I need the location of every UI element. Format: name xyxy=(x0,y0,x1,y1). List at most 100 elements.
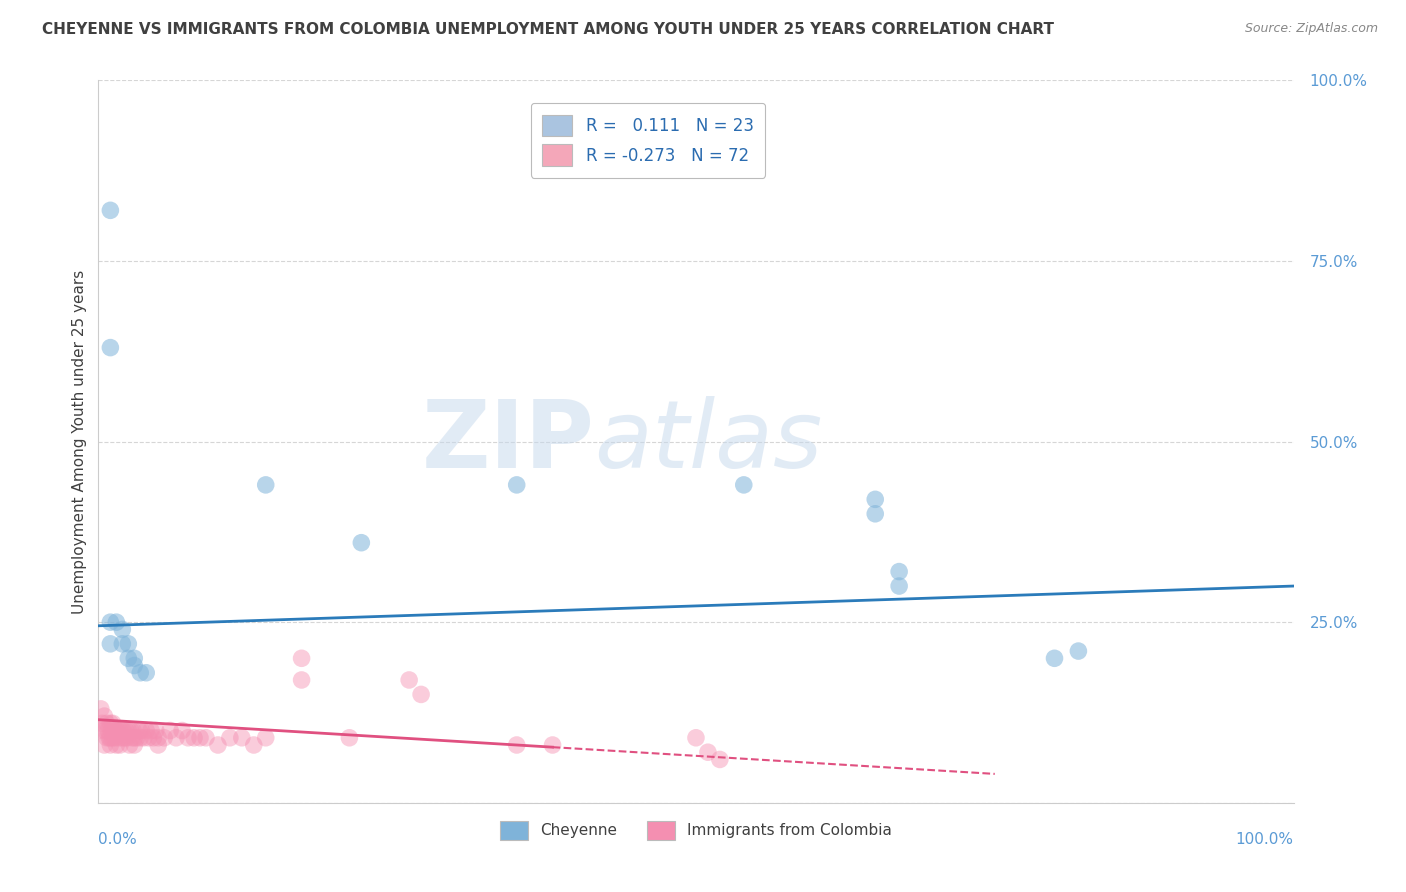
Point xyxy=(132,731,155,745)
Point xyxy=(135,665,157,680)
Point xyxy=(411,687,433,701)
Point xyxy=(697,745,720,759)
Point xyxy=(105,615,128,630)
Point xyxy=(98,615,122,630)
Point xyxy=(101,731,124,745)
Point xyxy=(145,723,167,738)
Point xyxy=(107,731,129,745)
Point xyxy=(183,731,205,745)
Point xyxy=(94,723,117,738)
Point xyxy=(98,637,122,651)
Point xyxy=(98,341,122,355)
Point xyxy=(121,731,143,745)
Point xyxy=(135,723,157,738)
Point xyxy=(118,738,141,752)
Point xyxy=(111,637,134,651)
Point xyxy=(100,723,122,738)
Point xyxy=(131,723,153,738)
Legend: Cheyenne, Immigrants from Colombia: Cheyenne, Immigrants from Colombia xyxy=(494,815,898,846)
Point xyxy=(207,738,229,752)
Point xyxy=(93,738,115,752)
Point xyxy=(243,738,266,752)
Point xyxy=(188,731,211,745)
Point xyxy=(231,731,253,745)
Text: 0.0%: 0.0% xyxy=(98,831,138,847)
Point xyxy=(138,731,160,745)
Point xyxy=(117,651,139,665)
Point xyxy=(98,716,122,731)
Y-axis label: Unemployment Among Youth under 25 years: Unemployment Among Youth under 25 years xyxy=(72,269,87,614)
Point xyxy=(98,203,122,218)
Point xyxy=(120,723,142,738)
Point xyxy=(91,716,114,731)
Text: Source: ZipAtlas.com: Source: ZipAtlas.com xyxy=(1244,22,1378,36)
Point xyxy=(254,731,277,745)
Point xyxy=(111,731,134,745)
Point xyxy=(115,723,138,738)
Point xyxy=(172,723,194,738)
Point xyxy=(108,738,131,752)
Text: atlas: atlas xyxy=(595,396,823,487)
Point xyxy=(254,478,277,492)
Point xyxy=(889,579,911,593)
Point xyxy=(142,731,165,745)
Point xyxy=(129,665,152,680)
Point xyxy=(733,478,755,492)
Point xyxy=(111,723,134,738)
Point xyxy=(139,723,162,738)
Point xyxy=(91,723,114,738)
Point xyxy=(195,731,218,745)
Point xyxy=(889,565,911,579)
Point xyxy=(148,731,170,745)
Point xyxy=(159,723,181,738)
Point xyxy=(506,478,529,492)
Point xyxy=(165,731,187,745)
Point xyxy=(541,738,564,752)
Point xyxy=(98,731,122,745)
Point xyxy=(101,716,124,731)
Point xyxy=(219,731,242,745)
Point xyxy=(108,723,131,738)
Point xyxy=(97,723,120,738)
Point xyxy=(115,731,138,745)
Point xyxy=(124,651,146,665)
Text: ZIP: ZIP xyxy=(422,395,595,488)
Point xyxy=(104,731,127,745)
Text: CHEYENNE VS IMMIGRANTS FROM COLOMBIA UNEMPLOYMENT AMONG YOUTH UNDER 25 YEARS COR: CHEYENNE VS IMMIGRANTS FROM COLOMBIA UNE… xyxy=(42,22,1054,37)
Point xyxy=(865,507,887,521)
Point xyxy=(124,731,146,745)
Point xyxy=(96,731,118,745)
Point xyxy=(93,709,115,723)
Point xyxy=(350,535,373,549)
Point xyxy=(107,723,129,738)
Point xyxy=(129,731,152,745)
Point xyxy=(111,623,134,637)
Point xyxy=(291,673,314,687)
Text: 100.0%: 100.0% xyxy=(1236,831,1294,847)
Point xyxy=(98,731,121,745)
Point xyxy=(96,716,118,731)
Point xyxy=(398,673,420,687)
Point xyxy=(122,723,145,738)
Point xyxy=(98,738,122,752)
Point xyxy=(339,731,361,745)
Point xyxy=(124,658,146,673)
Point xyxy=(128,723,150,738)
Point xyxy=(117,723,139,738)
Point xyxy=(112,723,135,738)
Point xyxy=(90,702,112,716)
Point xyxy=(105,738,128,752)
Point xyxy=(291,651,314,665)
Point xyxy=(1067,644,1090,658)
Point xyxy=(1043,651,1066,665)
Point xyxy=(709,752,731,766)
Point xyxy=(685,731,707,745)
Point xyxy=(117,637,139,651)
Point xyxy=(506,738,529,752)
Point xyxy=(177,731,200,745)
Point xyxy=(148,738,170,752)
Point xyxy=(103,723,125,738)
Point xyxy=(124,738,146,752)
Point xyxy=(125,731,148,745)
Point xyxy=(105,723,128,738)
